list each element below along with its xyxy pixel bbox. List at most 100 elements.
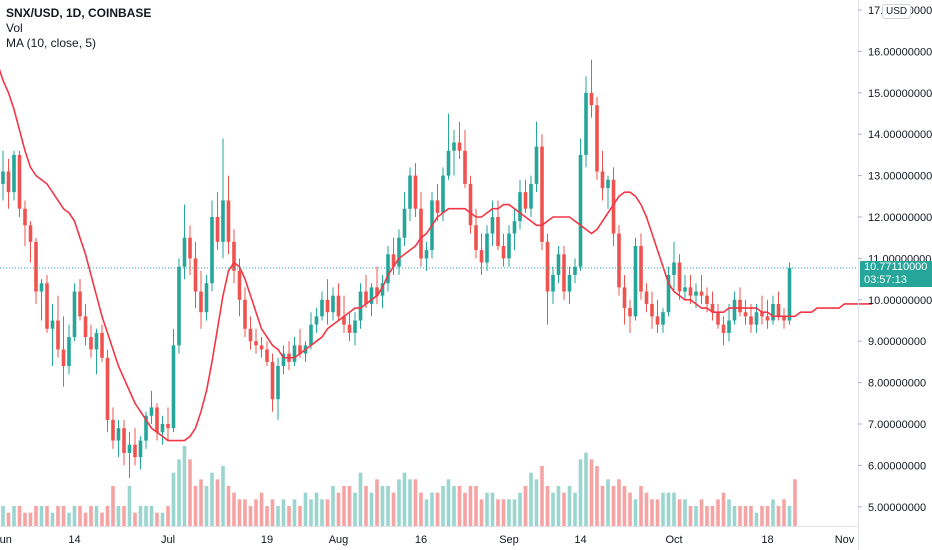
candle-body: [782, 316, 786, 321]
candle-body: [375, 287, 379, 296]
volume-bar: [111, 486, 115, 526]
volume-bar: [694, 506, 698, 526]
candle-body: [446, 150, 451, 176]
candle-body: [17, 154, 22, 209]
candle: [584, 76, 588, 168]
candle-body: [567, 274, 572, 292]
candle-body: [474, 225, 478, 251]
candle: [710, 291, 715, 321]
candle-body: [617, 233, 621, 288]
volume-bar: [485, 492, 489, 526]
candle: [193, 241, 198, 309]
volume-bar: [782, 499, 786, 526]
volume-bar: [39, 506, 44, 526]
candle: [364, 274, 368, 309]
volume-bar: [369, 492, 374, 526]
candle-body: [270, 361, 275, 400]
candle-body: [89, 337, 93, 350]
volume-bar: [424, 499, 429, 526]
candle: [100, 324, 104, 362]
volume-indicator-label[interactable]: Vol: [6, 21, 23, 35]
candle-body: [83, 316, 88, 338]
candle: [452, 130, 456, 176]
candle-body: [78, 291, 82, 317]
candle: [320, 291, 324, 321]
candle: [149, 390, 154, 424]
candle-body: [50, 320, 55, 329]
candle: [270, 353, 275, 412]
volume-bar: [688, 506, 693, 526]
candle: [523, 179, 528, 213]
volume-bar: [347, 486, 352, 526]
candle: [50, 303, 55, 367]
candle-body: [325, 299, 330, 313]
candle-body: [776, 303, 781, 317]
candle: [760, 295, 764, 325]
candle: [380, 274, 385, 309]
volume-bar: [67, 512, 71, 526]
volume-bar: [375, 479, 379, 526]
candle-body: [540, 146, 544, 242]
candle: [573, 258, 577, 284]
candle: [765, 299, 770, 329]
candle-body: [237, 270, 242, 300]
symbol-title[interactable]: SNX/USD, 1D, COINBASE: [6, 6, 152, 20]
volume-bar: [56, 506, 60, 526]
volume-bar: [160, 512, 165, 526]
candlestick-layer: [1, 59, 792, 478]
volume-bar: [248, 506, 253, 526]
candle: [771, 295, 775, 325]
candle: [716, 303, 720, 329]
volume-bar: [474, 486, 478, 526]
candle: [485, 225, 489, 271]
candle: [6, 159, 11, 209]
candle: [644, 283, 649, 313]
candle: [529, 175, 533, 217]
currency-badge[interactable]: USD: [882, 4, 912, 19]
candle-body: [309, 324, 313, 346]
ma-indicator-label[interactable]: MA (10, close, 5): [6, 36, 97, 50]
volume-bar: [105, 506, 110, 526]
volume-bar: [749, 506, 753, 526]
candle-body: [606, 179, 610, 189]
candle: [435, 183, 440, 222]
volume-bar: [776, 506, 781, 526]
candle: [413, 163, 418, 217]
price-axis[interactable]: 5.00000000 6.00000000 7.00000000 8.00000000…: [858, 5, 932, 514]
volume-bar: [138, 506, 143, 526]
volume-bar: [435, 492, 440, 526]
candle-body: [34, 241, 38, 292]
volume-bar: [523, 486, 528, 526]
candle: [375, 266, 379, 304]
volume-bar: [743, 506, 748, 526]
candle-body: [650, 303, 654, 317]
candle: [28, 221, 33, 263]
candle: [353, 312, 357, 346]
candle-body: [1, 171, 5, 184]
time-axis[interactable]: Jun 14 Jul 19 Aug 16 Sep 14 Oct 18 Nov: [0, 534, 855, 546]
candle-body: [28, 225, 33, 242]
candle-body: [111, 419, 115, 441]
volume-bar: [61, 506, 66, 526]
candle-body: [622, 287, 627, 309]
volume-bar: [650, 499, 654, 526]
candle-body: [754, 312, 759, 325]
candle-body: [402, 208, 407, 238]
candle-body: [716, 312, 720, 325]
candle: [512, 208, 517, 251]
candle: [276, 357, 280, 420]
volume-bar: [655, 499, 660, 526]
candle-body: [386, 254, 390, 284]
candle-body: [721, 324, 726, 333]
candle-body: [248, 328, 253, 342]
candle: [446, 113, 451, 180]
volume-bar: [89, 506, 93, 526]
candle: [672, 241, 676, 292]
volume-bar: [419, 492, 423, 526]
volume-bar: [589, 459, 594, 526]
candle-body: [573, 266, 577, 275]
volume-bar: [6, 512, 11, 526]
volume-bar: [639, 486, 643, 526]
volume-bar: [771, 499, 775, 526]
